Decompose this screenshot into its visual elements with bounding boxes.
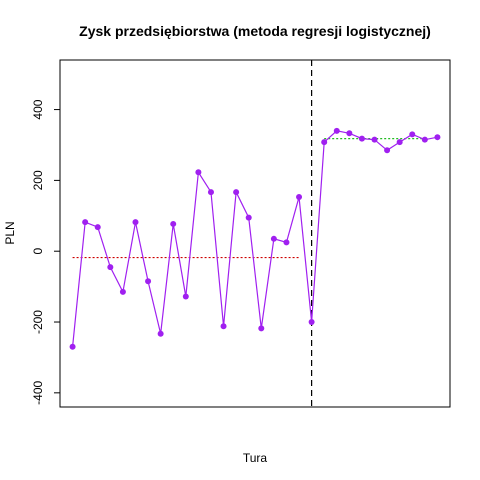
data-point: [132, 219, 139, 226]
y-tick-label: -200: [31, 310, 45, 334]
data-point: [195, 169, 202, 176]
data-point: [107, 264, 114, 271]
y-tick-label: 400: [31, 99, 45, 119]
data-point: [270, 235, 277, 242]
data-point: [321, 139, 328, 146]
data-point: [396, 139, 403, 146]
data-point: [245, 214, 252, 221]
plot-frame: [59, 59, 451, 408]
data-point: [157, 330, 164, 337]
data-point: [182, 293, 189, 300]
data-point: [409, 131, 416, 138]
data-point: [258, 325, 265, 332]
data-point: [358, 135, 365, 142]
data-point: [296, 194, 303, 201]
series-line: [71, 130, 438, 347]
data-point: [220, 323, 227, 330]
data-point: [119, 288, 126, 295]
y-tick-label: 200: [31, 170, 45, 190]
reference-lines: [72, 60, 425, 407]
data-point: [82, 219, 89, 226]
data-point: [421, 136, 428, 143]
data-point: [371, 136, 378, 143]
series-group: [69, 127, 441, 350]
x-axis-label: Tura: [243, 451, 268, 465]
data-point: [283, 239, 290, 246]
chart-title: Zysk przedsiębiorstwa (metoda regresji l…: [79, 23, 431, 39]
y-axis-label: PLN: [3, 221, 17, 244]
y-tick-label: -400: [31, 381, 45, 405]
y-axis: -400 -200 0 200 400: [31, 99, 60, 405]
data-point: [333, 127, 340, 134]
y-tick-label: 0: [31, 248, 45, 255]
data-point: [346, 130, 353, 137]
data-point: [170, 220, 177, 227]
data-point: [94, 224, 101, 231]
data-point: [207, 189, 214, 196]
data-point: [145, 278, 152, 285]
data-point: [233, 189, 240, 196]
data-point: [69, 343, 76, 350]
data-point: [308, 319, 315, 326]
data-point: [434, 134, 441, 141]
data-point: [384, 147, 391, 154]
